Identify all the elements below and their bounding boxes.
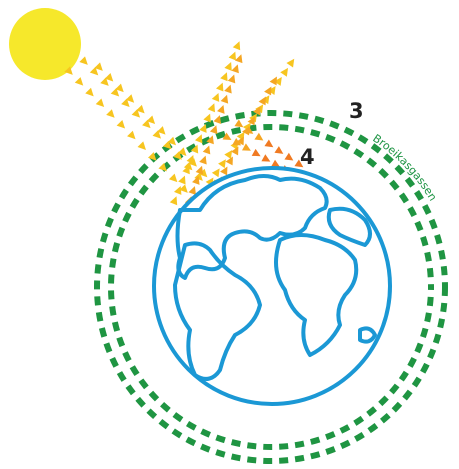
ray-arrow	[228, 51, 236, 61]
ray-arrow	[220, 166, 228, 176]
ray-arrow	[95, 98, 105, 108]
ray-arrow	[225, 156, 233, 166]
ray-arrow	[224, 84, 232, 94]
ray-arrow	[215, 82, 224, 92]
greenhouse-text: Broeikasgassen	[370, 132, 439, 204]
ray-arrow	[220, 72, 228, 82]
ray-arrow	[192, 175, 200, 185]
label-4: 4	[300, 145, 315, 169]
ray-arrow	[89, 66, 99, 76]
ray-arrow	[146, 115, 156, 125]
ray-arrow	[195, 165, 204, 175]
ray-arrow	[232, 137, 242, 146]
ray-arrow	[269, 76, 277, 86]
ray-arrow	[199, 155, 207, 165]
ray-arrow	[203, 113, 211, 123]
ray-arrow	[169, 196, 178, 206]
ray-arrow	[167, 136, 176, 146]
ray-arrow	[115, 83, 124, 93]
ray-arrow	[94, 62, 103, 71]
ray-arrow	[236, 136, 244, 146]
ray-arrow	[234, 119, 244, 128]
ray-arrow	[213, 115, 222, 124]
ray-arrow	[194, 134, 203, 144]
ray-arrow	[220, 94, 229, 104]
ray-arrow	[199, 123, 207, 133]
ray-arrow	[251, 148, 261, 157]
ray-arrow	[74, 77, 84, 86]
ray-arrow	[211, 92, 220, 102]
ray-arrow	[267, 86, 276, 95]
ray-arrow	[64, 66, 73, 75]
ray-arrow	[202, 145, 211, 155]
ray-arrow	[231, 64, 239, 74]
earth	[152, 166, 392, 406]
ray-arrow	[264, 139, 274, 148]
ray-arrow	[217, 104, 225, 114]
ray-arrow	[274, 146, 284, 154]
ray-arrow	[168, 173, 178, 183]
ray-arrow	[85, 87, 94, 97]
ray-arrow	[218, 159, 226, 169]
ray-arrow	[227, 74, 236, 84]
ray-arrow	[286, 58, 295, 68]
ray-arrow	[234, 54, 243, 64]
ray-arrow	[294, 159, 304, 168]
ray-arrow	[258, 96, 266, 106]
ray-arrow	[131, 109, 141, 118]
ray-arrow	[253, 106, 261, 116]
ray-arrow	[190, 144, 199, 154]
ray-arrow	[158, 162, 167, 172]
ray-arrow	[157, 126, 166, 135]
ray-arrow	[222, 132, 232, 140]
ray-arrow	[198, 168, 208, 178]
ray-arrow	[280, 67, 289, 77]
ray-arrow	[104, 72, 114, 82]
ray-arrow	[264, 86, 272, 96]
ray-arrow	[178, 175, 186, 185]
ray-arrow	[79, 56, 88, 65]
label-3: 3	[349, 99, 364, 123]
outer-ring	[94, 110, 448, 464]
ray-arrow	[241, 143, 251, 151]
ray-arrow	[211, 168, 220, 178]
ray-arrow	[188, 186, 197, 195]
ray-arrow	[177, 147, 187, 156]
ray-arrow	[136, 104, 145, 114]
ray-arrow	[100, 77, 109, 86]
ray-arrow	[182, 165, 190, 175]
ray-arrow	[209, 125, 218, 135]
ray-arrow	[121, 98, 130, 108]
ray-arrow	[247, 116, 255, 126]
ray-arrow	[254, 132, 264, 141]
ray-arrow	[110, 87, 120, 97]
greenhouse-label: Broeikasgassen	[370, 132, 439, 204]
ray-arrow	[127, 130, 136, 140]
ray-arrow	[116, 119, 126, 129]
ray-arrow	[274, 76, 282, 86]
inner-ring	[108, 124, 434, 450]
ray-arrow	[224, 150, 233, 159]
ray-arrow	[231, 146, 239, 156]
ray-arrow	[125, 94, 135, 103]
ray-arrow	[284, 152, 294, 161]
ray-arrow	[206, 135, 214, 145]
sun	[9, 8, 81, 80]
rays	[64, 41, 304, 206]
ray-arrow	[179, 184, 188, 193]
ray-arrow	[261, 154, 271, 162]
ray-arrow	[186, 154, 194, 164]
ray-arrow	[224, 61, 232, 71]
ray-arrow	[173, 185, 182, 195]
ray-arrow	[106, 109, 115, 118]
ray-arrow	[137, 141, 146, 150]
ray-arrow	[147, 152, 157, 161]
ray-arrow	[232, 41, 241, 51]
ray-arrow	[244, 126, 254, 134]
ray-arrow	[271, 159, 281, 168]
ray-arrow	[207, 103, 215, 113]
